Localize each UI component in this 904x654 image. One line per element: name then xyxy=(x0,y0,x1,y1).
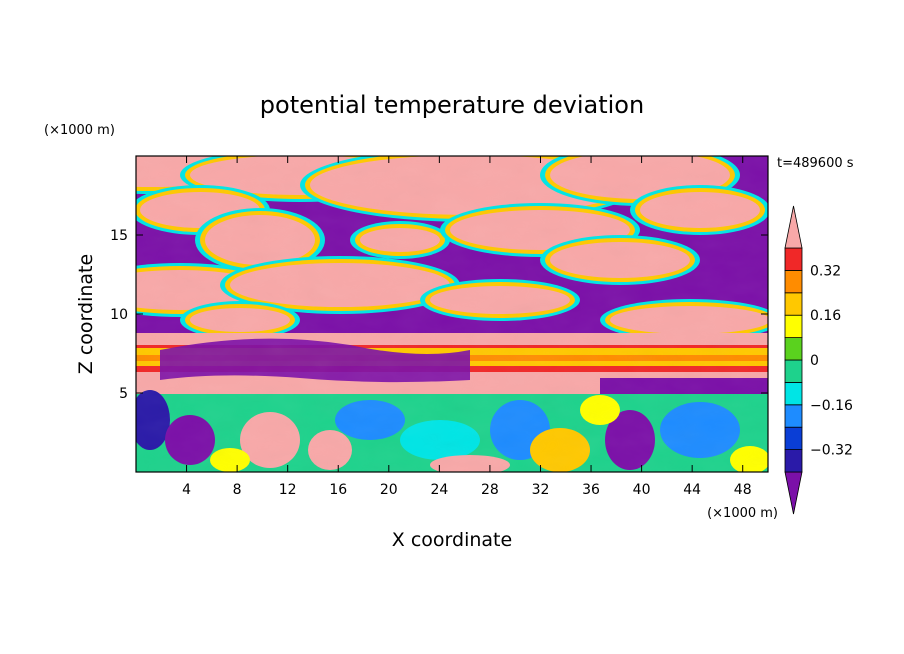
colorbar-label: 0.16 xyxy=(810,308,841,324)
y-axis-ticks: 5 10 15 xyxy=(110,228,768,402)
time-label: t=489600 s xyxy=(777,156,854,171)
x-tick-label: 36 xyxy=(582,482,600,498)
colorbar-swatch xyxy=(784,404,803,428)
x-axis-unit: (×1000 m) xyxy=(707,506,778,521)
colorbar-swatch xyxy=(784,269,803,294)
colorbar-label: −0.16 xyxy=(810,398,853,414)
x-tick-label: 4 xyxy=(182,482,191,498)
x-tick-label: 40 xyxy=(633,482,651,498)
x-tick-label: 44 xyxy=(683,482,701,498)
colorbar-swatch xyxy=(784,292,803,316)
x-tick-label: 28 xyxy=(481,482,499,498)
chart-title: potential temperature deviation xyxy=(260,91,644,119)
colorbar-label: −0.32 xyxy=(810,443,853,459)
colorbar-label: 0 xyxy=(810,353,819,369)
x-tick-label: 20 xyxy=(380,482,398,498)
x-axis-label: X coordinate xyxy=(392,529,512,551)
x-axis-ticks: 4 8 12 16 20 24 28 32 36 40 44 48 xyxy=(182,156,752,498)
y-tick-label: 10 xyxy=(110,307,128,323)
colorbar-swatch xyxy=(784,359,803,383)
y-axis-unit: (×1000 m) xyxy=(44,123,115,138)
x-tick-label: 16 xyxy=(329,482,347,498)
x-tick-label: 12 xyxy=(279,482,297,498)
y-tick-label: 15 xyxy=(110,228,128,244)
colorbar-extend-high xyxy=(784,205,803,249)
colorbar-swatch xyxy=(784,337,803,361)
x-tick-label: 8 xyxy=(233,482,242,498)
colorbar-label: 0.32 xyxy=(810,263,841,279)
colorbar-swatch xyxy=(784,426,803,451)
colorbar-extend-low xyxy=(784,471,803,515)
colorbar: 0.32 0.16 0 −0.16 −0.32 xyxy=(784,205,853,515)
x-tick-label: 48 xyxy=(734,482,752,498)
colorbar-swatch xyxy=(784,449,803,473)
colorbar-swatch xyxy=(784,381,803,406)
x-tick-label: 32 xyxy=(532,482,550,498)
heatmap-field xyxy=(136,156,768,472)
y-tick-label: 5 xyxy=(119,386,128,402)
y-axis-label: Z coordinate xyxy=(75,254,97,374)
colorbar-swatch xyxy=(784,247,803,271)
x-tick-label: 24 xyxy=(430,482,448,498)
colorbar-swatch xyxy=(784,314,803,339)
